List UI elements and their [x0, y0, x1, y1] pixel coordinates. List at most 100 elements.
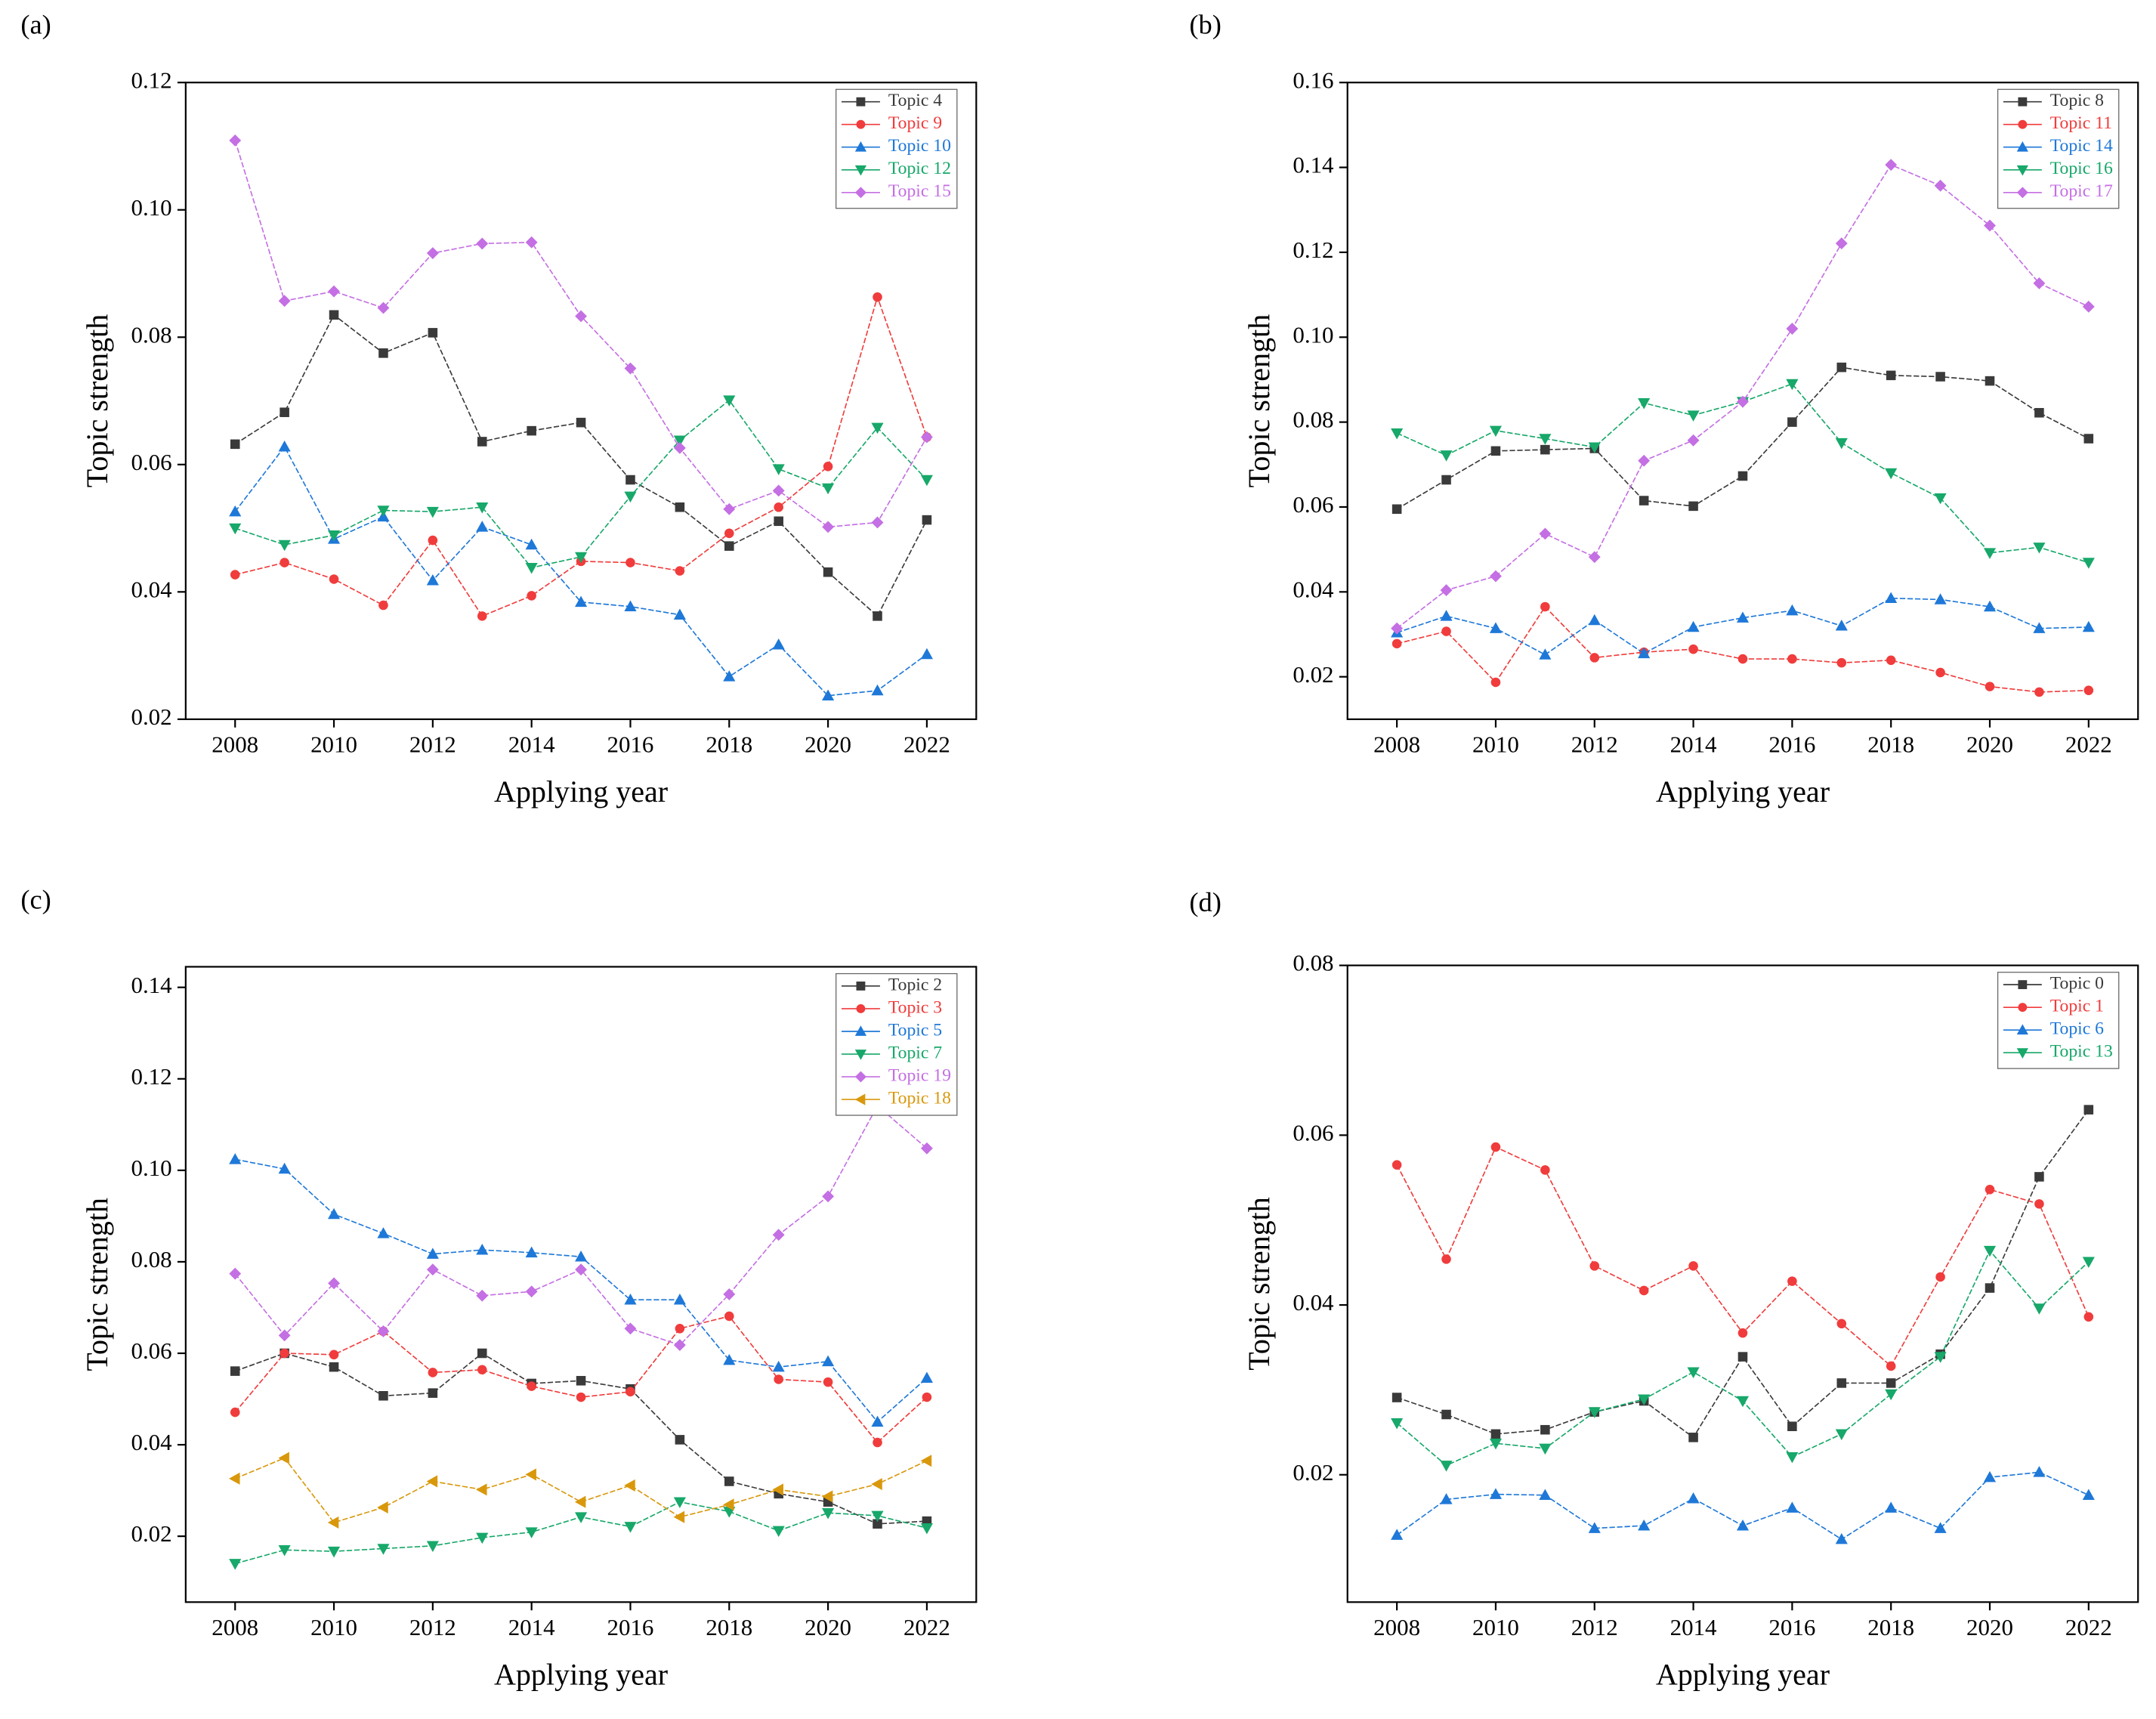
data-point: [1886, 370, 1896, 381]
data-point: [772, 638, 785, 650]
data-point: [1835, 620, 1848, 631]
data-point: [723, 1353, 736, 1365]
data-point: [230, 439, 240, 450]
legend-marker: [854, 141, 867, 152]
legend-box: [1997, 972, 2120, 1069]
legend-marker: [2016, 165, 2028, 176]
data-point: [1391, 1529, 1404, 1540]
data-point: [922, 1392, 932, 1402]
data-point: [278, 440, 291, 452]
legend-marker: [2016, 1048, 2028, 1059]
x-tick-label: 2010: [1472, 1614, 1519, 1640]
y-tick-label: 0.08: [1293, 950, 1333, 976]
data-point: [2033, 1303, 2046, 1315]
data-point: [1886, 1378, 1896, 1388]
data-point: [822, 483, 835, 495]
data-point: [1489, 1488, 1502, 1499]
data-point: [774, 1374, 783, 1384]
data-point: [1836, 1378, 1847, 1388]
data-point: [920, 648, 933, 660]
data-point: [1540, 601, 1550, 612]
data-point: [1638, 1394, 1651, 1405]
data-point: [476, 1483, 487, 1496]
data-point: [2033, 543, 2046, 554]
data-point: [377, 505, 390, 517]
data-point: [1539, 434, 1552, 445]
y-tick-label: 0.14: [131, 972, 171, 998]
data-point: [280, 1348, 289, 1359]
data-point: [1638, 1519, 1651, 1531]
data-point: [1985, 1184, 1995, 1195]
y-axis-title: Topic strength: [80, 1198, 114, 1371]
legend-marker: [2016, 141, 2028, 152]
data-point: [1440, 584, 1453, 597]
data-point: [575, 552, 588, 564]
data-point: [1934, 493, 1947, 505]
data-point: [920, 1523, 933, 1535]
data-point: [1540, 444, 1550, 455]
data-point: [2083, 434, 2094, 444]
series-line: [1396, 597, 2089, 656]
data-point: [477, 1365, 487, 1375]
data-point: [624, 1522, 637, 1533]
data-point: [1638, 398, 1651, 410]
data-point: [922, 515, 932, 525]
data-point: [1835, 1429, 1848, 1441]
data-point: [871, 1415, 884, 1427]
data-point: [527, 591, 536, 601]
x-tick-label: 2014: [508, 1614, 555, 1640]
x-tick-label: 2018: [1867, 1614, 1914, 1640]
data-point: [1786, 604, 1799, 616]
data-point: [525, 538, 538, 550]
data-point: [327, 1546, 341, 1558]
y-tick-label: 0.10: [1293, 321, 1333, 348]
x-tick-label: 2018: [706, 731, 752, 757]
data-point: [1737, 1352, 1748, 1362]
data-point: [920, 475, 933, 487]
data-point: [329, 310, 339, 320]
data-point: [1835, 1532, 1848, 1544]
legend-label: Topic 16: [2050, 159, 2113, 178]
data-point: [378, 348, 388, 358]
data-point: [1539, 527, 1552, 540]
x-tick-label: 2008: [212, 731, 258, 757]
data-point: [428, 1368, 438, 1377]
data-point: [1886, 1361, 1896, 1371]
data-point: [2034, 687, 2044, 697]
data-point: [1440, 1461, 1453, 1472]
data-point: [525, 1527, 538, 1538]
x-tick-label: 2008: [1373, 731, 1420, 757]
data-point: [476, 1243, 489, 1255]
legend-marker: [854, 1050, 867, 1060]
data-point: [1490, 570, 1502, 583]
data-point: [329, 1350, 339, 1360]
x-tick-label: 2012: [1571, 731, 1618, 757]
data-point: [1985, 376, 1995, 386]
data-point: [230, 1407, 240, 1418]
data-point: [1835, 437, 1848, 450]
data-point: [673, 435, 686, 447]
data-point: [920, 1142, 933, 1155]
data-point: [477, 437, 487, 447]
x-tick-label: 2008: [212, 1614, 258, 1640]
data-point: [1540, 1424, 1550, 1435]
data-point: [871, 1478, 882, 1491]
plot-frame: [1346, 82, 2139, 720]
data-point: [1638, 454, 1651, 467]
data-point: [576, 1392, 586, 1402]
data-point: [1638, 647, 1651, 659]
data-point: [1885, 1389, 1898, 1401]
panel-label: (d): [1189, 887, 1221, 917]
legend-label: Topic 8: [2050, 91, 2104, 110]
data-point: [1540, 1165, 1550, 1175]
plot-frame: [184, 966, 978, 1603]
legend-marker: [2018, 1003, 2028, 1013]
data-point: [1392, 504, 1402, 515]
y-tick-label: 0.10: [131, 194, 171, 221]
data-point: [2082, 1257, 2095, 1268]
legend-label: Topic 0: [2050, 974, 2104, 994]
data-point: [2082, 620, 2095, 632]
data-point: [1392, 638, 1402, 649]
x-axis-title: Applying year: [1656, 1658, 1830, 1692]
data-point: [871, 684, 884, 696]
